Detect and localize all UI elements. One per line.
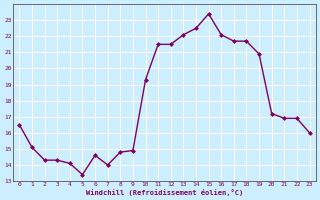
X-axis label: Windchill (Refroidissement éolien,°C): Windchill (Refroidissement éolien,°C) — [86, 189, 243, 196]
